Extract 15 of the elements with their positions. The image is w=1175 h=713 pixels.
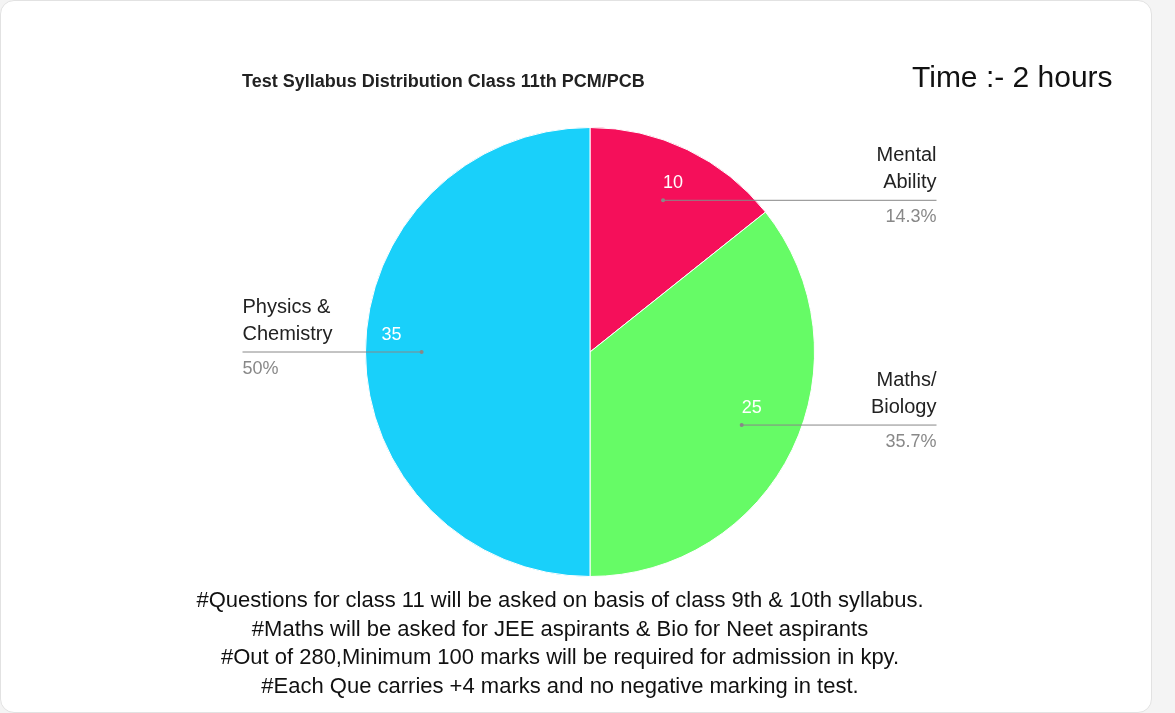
text: #Out of 280,Minimum 100 marks will be required for admission in kpy.	[219, 643, 901, 671]
text: #Each Que carries +4 marks and no negative marking in test.	[260, 671, 860, 700]
slice-label: Mental Ability	[876, 142, 937, 192]
text: #Maths will be asked for JEE aspirants & Bio for Neet aspirants	[250, 614, 870, 643]
text: #Questions for class 11 will be asked on basis of class 9th & 10th syllabus.	[195, 586, 925, 614]
data-label: 10	[663, 172, 684, 193]
text: Time :- 2 hours	[912, 60, 1113, 94]
data-label: 35	[381, 323, 402, 344]
text: 14.3%	[885, 206, 937, 227]
text: 35.7%	[885, 431, 937, 452]
data-label: 25	[741, 397, 762, 418]
text: 50%	[242, 357, 279, 378]
slice-label: Maths/ Biology	[870, 367, 937, 417]
slice-label: Physics & Chemistry	[242, 294, 333, 344]
chart-title: Test Syllabus Distribution Class 11th PCM/PCB	[242, 71, 645, 92]
